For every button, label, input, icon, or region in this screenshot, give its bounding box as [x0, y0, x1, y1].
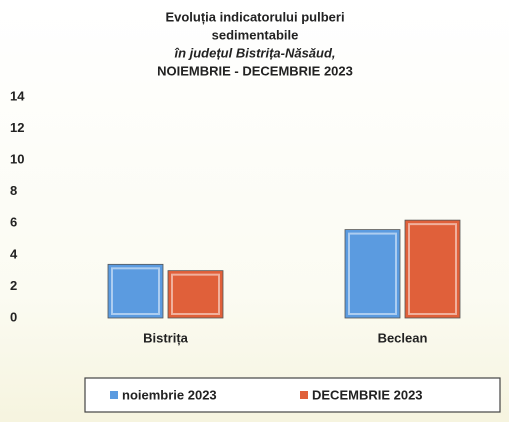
y-tick-label: 4 — [10, 246, 18, 261]
legend-label: noiembrie 2023 — [122, 387, 217, 402]
y-tick-label: 0 — [10, 309, 17, 324]
legend-swatch — [300, 391, 308, 399]
legend-swatch — [110, 391, 118, 399]
y-tick-label: 8 — [10, 183, 17, 198]
bar — [404, 219, 461, 319]
x-tick-label: Bistrița — [143, 330, 189, 345]
y-tick-label: 12 — [10, 120, 24, 135]
chart-title: sedimentabile — [212, 27, 299, 42]
bar-bevel — [348, 232, 397, 316]
bar-bevel — [111, 267, 160, 316]
y-tick-label: 14 — [10, 88, 25, 103]
chart-title: în județul Bistrița-Năsăud, — [174, 45, 335, 60]
legend — [84, 377, 501, 413]
chart-title: NOIEMBRIE - DECEMBRIE 2023 — [157, 63, 353, 78]
bar-bevel — [171, 273, 220, 315]
legend-label: DECEMBRIE 2023 — [312, 387, 423, 402]
bar — [107, 263, 164, 319]
bar-bevel — [408, 223, 457, 315]
y-tick-label: 6 — [10, 215, 17, 230]
y-tick-label: 2 — [10, 278, 17, 293]
y-tick-label: 10 — [10, 152, 24, 167]
bar — [167, 270, 224, 319]
chart-title: Evoluția indicatorului pulberi — [165, 9, 344, 24]
bar — [344, 229, 401, 319]
x-tick-label: Beclean — [378, 330, 428, 345]
